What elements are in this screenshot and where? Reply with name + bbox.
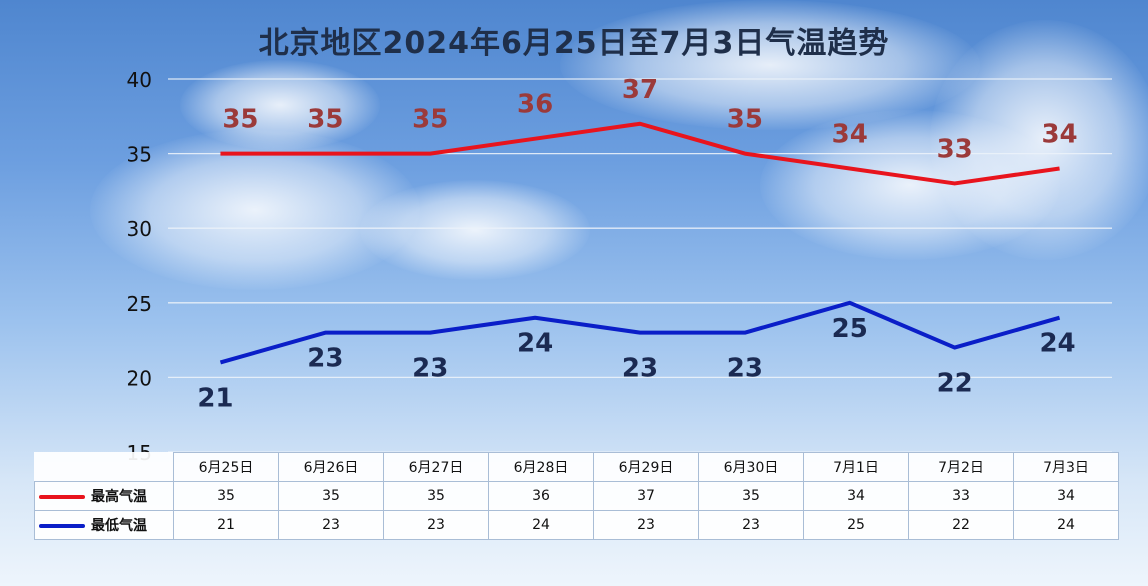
low-temp-data-label: 23 bbox=[412, 354, 448, 384]
high-temp-data-label: 34 bbox=[1041, 120, 1077, 150]
category-label: 6月27日 bbox=[383, 452, 489, 482]
table-row: 最低气温 21 23 23 24 23 23 25 22 24 bbox=[34, 510, 1119, 540]
y-tick-label: 35 bbox=[127, 143, 152, 167]
y-tick-label: 40 bbox=[127, 68, 152, 92]
legend-label: 最低气温 bbox=[91, 518, 147, 534]
cloud-decoration bbox=[930, 20, 1148, 260]
table-cell: 22 bbox=[908, 510, 1014, 540]
category-label: 6月30日 bbox=[698, 452, 804, 482]
table-row: 最高气温 35 35 35 36 37 35 34 33 34 bbox=[34, 481, 1119, 511]
table-corner bbox=[34, 452, 174, 482]
low-temp-data-label: 23 bbox=[622, 354, 658, 384]
legend-swatch bbox=[39, 495, 85, 499]
table-cell: 34 bbox=[803, 481, 909, 511]
table-cell: 33 bbox=[908, 481, 1014, 511]
category-label: 7月3日 bbox=[1013, 452, 1119, 482]
table-cell: 23 bbox=[698, 510, 804, 540]
high-temp-data-label: 37 bbox=[622, 75, 658, 105]
table-cell: 34 bbox=[1013, 481, 1119, 511]
y-tick-label: 20 bbox=[127, 366, 152, 390]
low-temp-data-label: 23 bbox=[307, 344, 343, 374]
high-temp-data-label: 35 bbox=[307, 105, 343, 135]
table-cell: 24 bbox=[1013, 510, 1119, 540]
category-label: 7月2日 bbox=[908, 452, 1014, 482]
high-temp-data-label: 35 bbox=[222, 105, 258, 135]
y-tick-label: 30 bbox=[127, 217, 152, 241]
low-temp-data-label: 24 bbox=[1039, 329, 1075, 359]
y-axis-ticks: 403530252015 bbox=[127, 68, 152, 465]
legend-label: 最高气温 bbox=[91, 489, 147, 505]
data-table: 6月25日 6月26日 6月27日 6月28日 6月29日 6月30日 7月1日 7月2日 7月… bbox=[34, 452, 1119, 540]
table-cell: 35 bbox=[173, 481, 279, 511]
category-label: 7月1日 bbox=[803, 452, 909, 482]
high-temp-line bbox=[220, 121, 1060, 186]
category-label: 6月25日 bbox=[173, 452, 279, 482]
table-cell: 37 bbox=[593, 481, 699, 511]
table-cell: 36 bbox=[488, 481, 594, 511]
cloud-decoration bbox=[180, 60, 380, 150]
table-header-row: 6月25日 6月26日 6月27日 6月28日 6月29日 6月30日 7月1日 7月2日 7月… bbox=[34, 452, 1119, 482]
low-temp-data-label: 25 bbox=[832, 314, 868, 344]
table-cell: 24 bbox=[488, 510, 594, 540]
category-label: 6月28日 bbox=[488, 452, 594, 482]
low-temp-data-label: 23 bbox=[727, 354, 763, 384]
table-cell: 23 bbox=[593, 510, 699, 540]
category-label: 6月29日 bbox=[593, 452, 699, 482]
low-temp-data-label: 21 bbox=[197, 383, 233, 413]
low-temp-line bbox=[219, 300, 1061, 365]
category-label: 6月26日 bbox=[278, 452, 384, 482]
series-lines bbox=[219, 121, 1061, 365]
high-temp-data-label: 35 bbox=[412, 105, 448, 135]
data-labels: 35 35 35 36 37 35 34 33 34 21 23 23 24 23 23 25 22 24 bbox=[197, 75, 1077, 414]
legend-swatch bbox=[39, 524, 85, 528]
table-cell: 23 bbox=[383, 510, 489, 540]
low-temp-data-label: 24 bbox=[517, 329, 553, 359]
cloud-decoration bbox=[90, 130, 420, 290]
table-cell: 21 bbox=[173, 510, 279, 540]
table-cell: 25 bbox=[803, 510, 909, 540]
table-cell: 35 bbox=[278, 481, 384, 511]
legend-entry: 最高气温 bbox=[34, 481, 174, 511]
high-temp-data-label: 35 bbox=[727, 105, 763, 135]
chart-title: 北京地区2024年6月25日至7月3日气温趋势 bbox=[258, 26, 890, 61]
low-temp-data-label: 22 bbox=[937, 369, 973, 399]
high-temp-data-label: 34 bbox=[832, 120, 868, 150]
y-tick-label: 25 bbox=[127, 292, 152, 316]
cloud-decoration bbox=[560, 0, 980, 130]
cloud-decoration bbox=[360, 180, 590, 280]
table-cell: 35 bbox=[698, 481, 804, 511]
table-cell: 23 bbox=[278, 510, 384, 540]
legend-entry: 最低气温 bbox=[34, 510, 174, 540]
high-temp-data-label: 36 bbox=[517, 90, 553, 120]
high-temp-data-label: 33 bbox=[937, 134, 973, 164]
table-cell: 35 bbox=[383, 481, 489, 511]
